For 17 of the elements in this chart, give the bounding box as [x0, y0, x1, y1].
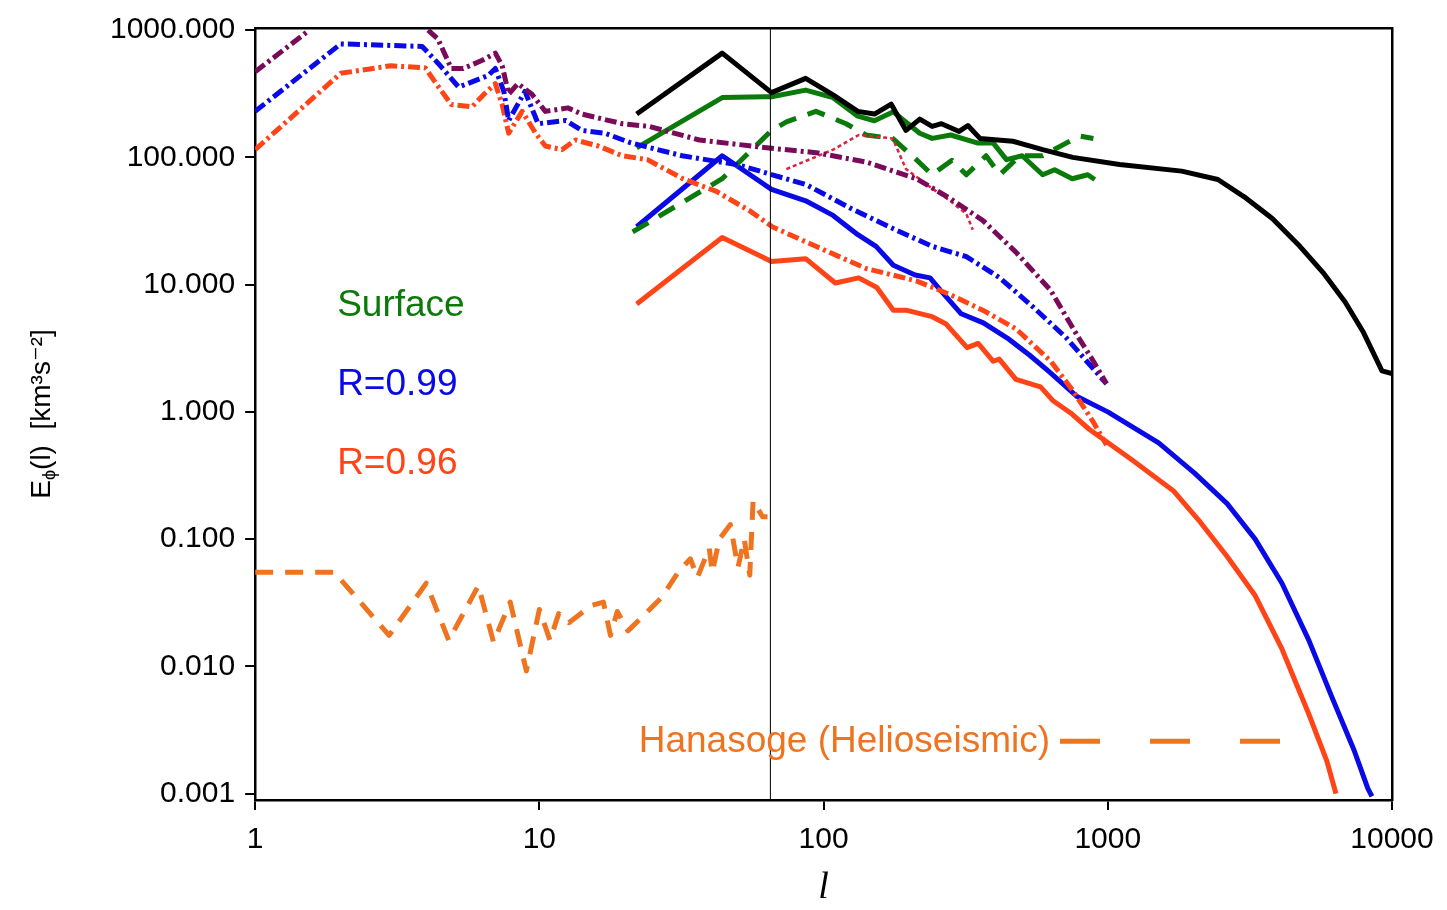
- x-tick-label: 1: [246, 821, 264, 855]
- y-axis-title: Eϕ(l) [km³s⁻²]: [24, 329, 60, 499]
- y-tick-label: 1000.000: [109, 11, 236, 45]
- y-tick-label: 100.000: [126, 138, 236, 172]
- x-tick-label: 100: [798, 821, 849, 855]
- text: Surface: [337, 283, 465, 325]
- y-tick-label: 0.010: [160, 647, 236, 681]
- text: R=0.96: [337, 440, 458, 482]
- x-axis-title: l: [818, 863, 829, 906]
- y-tick-label: 0.100: [160, 520, 236, 554]
- y-tick-label: 1.000: [160, 393, 236, 427]
- y-tick-label: 10.000: [143, 265, 236, 299]
- x-tick-label: 1000: [1074, 821, 1142, 855]
- y-tick-label: 0.001: [160, 774, 236, 808]
- x-tick-label: 10: [522, 821, 557, 855]
- x-tick-label: 10000: [1350, 821, 1434, 855]
- text: R=0.99: [337, 361, 458, 403]
